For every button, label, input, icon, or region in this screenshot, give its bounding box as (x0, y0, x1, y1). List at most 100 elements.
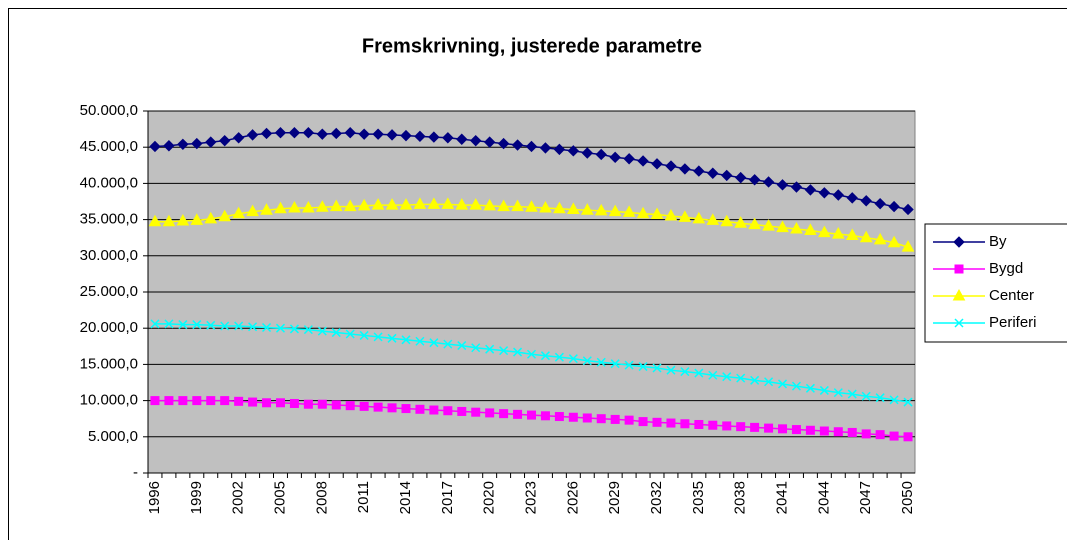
marker (372, 128, 384, 140)
marker (861, 391, 871, 401)
x-tick-label: 2047 (857, 481, 874, 514)
y-tick-label: 15.000,0 (80, 355, 138, 372)
marker (443, 339, 453, 349)
marker (666, 365, 676, 375)
marker (192, 396, 202, 406)
x-tick-label: 2020 (481, 481, 498, 514)
marker (345, 329, 355, 339)
marker (554, 352, 564, 362)
marker (288, 200, 301, 213)
marker (831, 227, 845, 239)
x-tick-label: 2005 (271, 481, 288, 514)
marker (610, 414, 620, 424)
marker (176, 214, 190, 226)
legend-label: Bygd (989, 260, 1023, 277)
marker (638, 362, 648, 372)
marker (274, 127, 287, 139)
marker (622, 205, 636, 217)
marker (722, 421, 732, 431)
marker (903, 432, 913, 442)
marker (720, 214, 734, 227)
marker (191, 137, 203, 150)
marker (289, 398, 299, 408)
marker (399, 198, 413, 210)
marker (748, 174, 761, 186)
marker (805, 383, 815, 393)
marker (164, 319, 174, 329)
marker (499, 409, 509, 419)
marker (331, 328, 341, 338)
marker (511, 139, 524, 151)
marker (888, 200, 900, 213)
x-tick-label: 2032 (648, 481, 665, 514)
marker (694, 419, 704, 429)
marker (706, 213, 720, 225)
marker (373, 332, 383, 342)
marker (750, 375, 760, 385)
marker (736, 422, 746, 432)
marker (596, 357, 606, 367)
marker (329, 199, 343, 212)
marker (845, 228, 859, 241)
marker (889, 395, 899, 405)
x-tick-label: 2044 (815, 481, 832, 514)
marker (776, 179, 789, 191)
marker (302, 200, 315, 213)
x-tick-label: 2050 (899, 481, 916, 514)
marker (902, 203, 914, 216)
marker (805, 425, 815, 435)
marker (289, 324, 299, 334)
marker (694, 368, 704, 378)
marker (148, 214, 162, 227)
marker (513, 409, 523, 419)
marker (901, 240, 915, 252)
marker (260, 203, 273, 215)
marker (539, 200, 552, 213)
legend-label: Center (989, 287, 1034, 304)
x-tick-label: 2035 (690, 481, 707, 514)
marker (163, 140, 175, 152)
marker (499, 346, 509, 356)
marker (875, 430, 885, 440)
x-tick-label: 2002 (230, 481, 247, 514)
marker (178, 320, 188, 330)
marker (609, 151, 621, 164)
marker (150, 319, 160, 329)
marker (205, 136, 217, 148)
marker (568, 354, 578, 364)
marker (192, 320, 202, 330)
legend-label: Periferi (989, 314, 1037, 331)
y-tick-label: 25.000,0 (80, 283, 138, 300)
marker (734, 216, 748, 228)
marker (610, 359, 620, 369)
marker (358, 128, 370, 140)
x-tick-label: 2008 (313, 481, 330, 514)
marker (164, 396, 174, 406)
marker (471, 407, 481, 417)
y-tick-label: 5.000,0 (88, 428, 138, 445)
marker (623, 153, 635, 165)
marker (804, 223, 817, 235)
y-tick-label: 45.000,0 (80, 138, 138, 155)
marker (177, 138, 189, 151)
marker (553, 143, 566, 156)
y-tick-label: 10.000,0 (80, 392, 138, 409)
y-tick-label: 20.000,0 (80, 319, 138, 336)
marker (429, 338, 439, 348)
marker (874, 197, 886, 210)
marker (722, 372, 732, 382)
marker (846, 192, 858, 204)
x-tick-label: 2038 (732, 481, 749, 514)
marker (220, 396, 230, 406)
marker (469, 198, 483, 210)
marker (401, 335, 411, 345)
marker (234, 396, 244, 406)
x-tick-label: 2029 (606, 481, 623, 514)
marker (847, 389, 857, 399)
marker (567, 145, 580, 157)
marker (790, 221, 803, 234)
marker (764, 423, 774, 433)
marker (636, 206, 650, 219)
marker (178, 396, 188, 406)
marker (861, 429, 871, 439)
